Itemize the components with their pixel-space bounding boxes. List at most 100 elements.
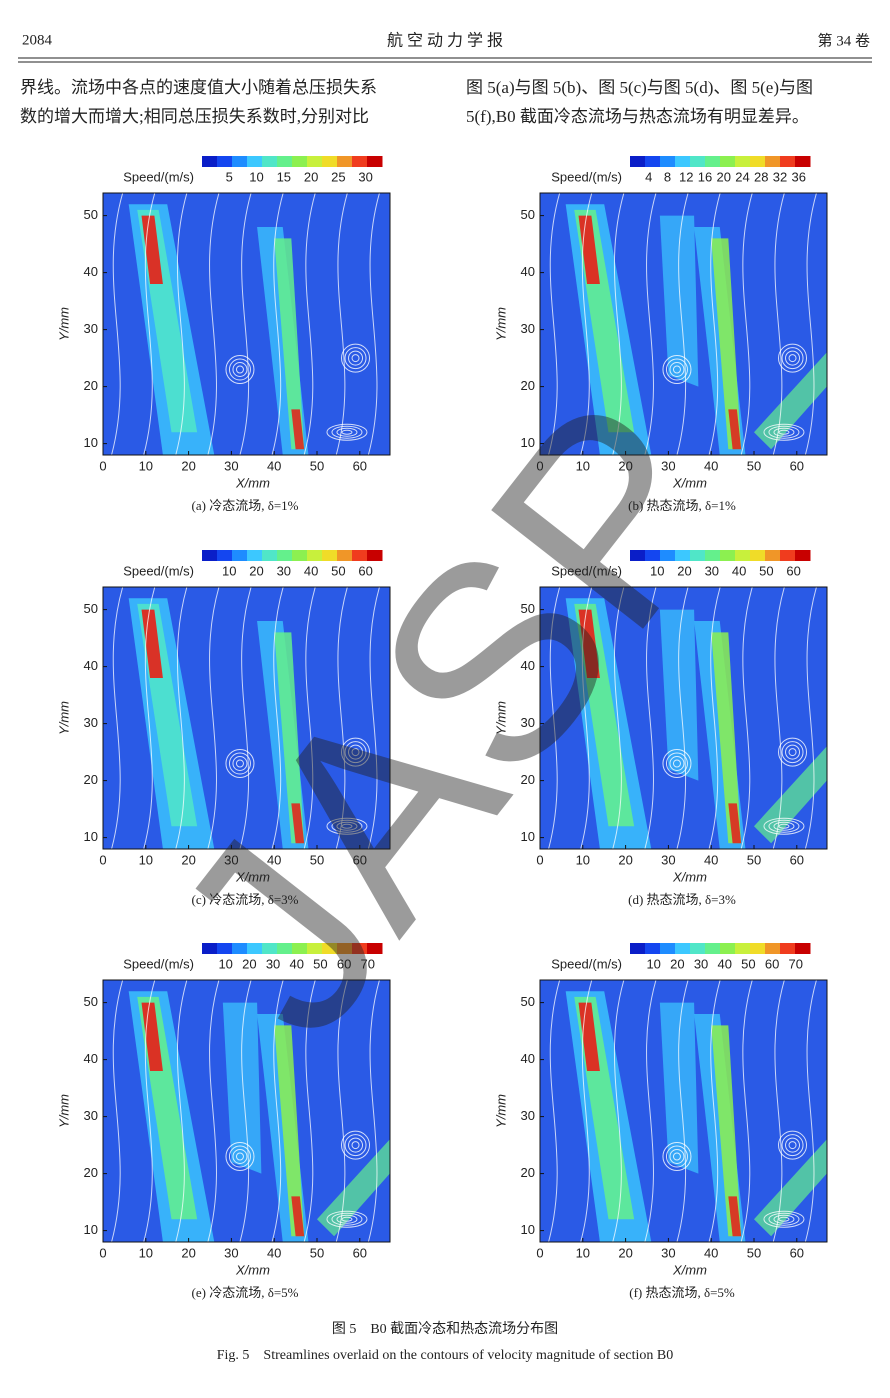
velocity-core — [728, 1196, 742, 1237]
colorbar-segment — [735, 156, 751, 167]
colorbar-segment — [262, 943, 278, 954]
y-axis-label: Y/mm — [493, 307, 508, 341]
panel: Speed/(m/s) 10 20 30 40 50 60 700 10 20 30 40 50 6010… — [56, 943, 391, 1300]
colorbar-tick-label: 30 — [705, 563, 719, 578]
velocity-band — [659, 609, 699, 781]
colorbar-tick-label: 60 — [765, 956, 779, 971]
velocity-core — [728, 803, 742, 844]
vortex — [665, 1145, 688, 1168]
vortex — [228, 1145, 251, 1168]
vortex — [778, 343, 808, 373]
colorbar-label: Speed/(m/s) — [123, 169, 194, 184]
x-tick-label: 60 — [353, 852, 367, 867]
streamline — [708, 587, 721, 849]
volume: 第 34 卷 — [817, 31, 870, 49]
velocity-band — [659, 1002, 699, 1174]
vortex — [232, 362, 248, 377]
velocity-core — [728, 409, 742, 450]
vortex — [336, 1214, 358, 1224]
streamline — [303, 193, 316, 455]
x-tick-label: 10 — [576, 852, 590, 867]
colorbar-segment — [232, 550, 248, 561]
streamline — [111, 980, 124, 1242]
vortex — [788, 1141, 797, 1150]
colorbar-segment — [307, 943, 323, 954]
colorbar-segment — [232, 943, 248, 954]
colorbar-tick-label: 8 — [664, 169, 671, 184]
panel-caption: (d) 热态流场, δ=3% — [628, 892, 736, 907]
streamline — [207, 980, 220, 1242]
x-tick-label: 20 — [618, 852, 632, 867]
colorbar-segment — [247, 156, 263, 167]
colorbar-segment — [247, 943, 263, 954]
colorbar-tick-label: 10 — [249, 169, 263, 184]
plot-frame — [539, 192, 828, 456]
x-tick-label: 10 — [576, 1245, 590, 1260]
colorbar-segment — [292, 156, 308, 167]
colorbar-tick-label: 50 — [313, 956, 327, 971]
velocity-band — [711, 632, 742, 844]
y-axis-label: Y/mm — [56, 1094, 71, 1128]
y-tick-label: 20 — [521, 772, 535, 787]
colorbar-segment — [307, 550, 323, 561]
colorbar-tick-label: 60 — [786, 563, 800, 578]
vortex — [773, 821, 795, 831]
colorbar-segment — [292, 550, 308, 561]
streamline — [644, 587, 657, 849]
streamline — [804, 193, 818, 455]
colorbar-segment — [735, 550, 751, 561]
streamline — [580, 193, 593, 455]
vortex — [662, 1142, 692, 1171]
x-tick-label: 50 — [747, 458, 761, 473]
colorbar-segment — [750, 156, 766, 167]
y-tick-label: 10 — [84, 435, 98, 450]
y-tick-label: 50 — [521, 601, 535, 616]
x-tick-label: 30 — [661, 852, 675, 867]
colorbar-tick-label: 24 — [735, 169, 749, 184]
streamline — [548, 587, 561, 849]
colorbar-segment — [337, 943, 353, 954]
y-tick-label: 10 — [521, 1222, 535, 1237]
velocity-band — [659, 215, 699, 387]
vortex — [778, 1130, 808, 1160]
vortex — [778, 823, 790, 829]
x-tick-label: 30 — [224, 1245, 238, 1260]
colorbar-segment — [705, 550, 721, 561]
colorbar-tick-label: 20 — [670, 956, 684, 971]
body-line: 数的增大而增大;相同总压损失系数时,分别对比 — [20, 107, 369, 126]
colorbar-segment — [690, 943, 706, 954]
streamline — [271, 980, 284, 1242]
vortex — [768, 819, 800, 833]
x-tick-label: 20 — [181, 852, 195, 867]
vortex — [225, 749, 255, 778]
colorbar-tick-label: 20 — [242, 956, 256, 971]
plot-area — [540, 980, 827, 1242]
colorbar-segment — [645, 156, 661, 167]
colorbar-segment — [750, 550, 766, 561]
figure-caption-en: Fig. 5 Streamlines overlaid on the conto… — [217, 1348, 673, 1363]
vortex — [351, 1141, 360, 1150]
colorbar-segment — [660, 943, 676, 954]
streamline — [239, 193, 252, 455]
y-axis-label: Y/mm — [493, 701, 508, 735]
panel-caption: (a) 冷态流场, δ=1% — [192, 498, 299, 513]
x-tick-label: 50 — [310, 852, 324, 867]
plot-area — [103, 980, 390, 1242]
y-tick-label: 40 — [521, 264, 535, 279]
vortex — [669, 1149, 685, 1164]
colorbar-segment — [262, 156, 278, 167]
velocity-band — [711, 238, 742, 450]
colorbar-tick-label: 32 — [773, 169, 787, 184]
streamline — [644, 193, 657, 455]
x-tick-label: 0 — [99, 1245, 106, 1260]
streamline — [143, 980, 156, 1242]
streamline — [207, 587, 220, 849]
colorbar-segment — [322, 156, 338, 167]
y-tick-label: 30 — [521, 321, 535, 336]
colorbar-segment — [292, 943, 308, 954]
vortex — [781, 1134, 804, 1157]
y-tick-label: 10 — [521, 829, 535, 844]
velocity-core — [291, 1196, 305, 1237]
x-tick-label: 20 — [618, 458, 632, 473]
colorbar-label: Speed/(m/s) — [551, 563, 622, 578]
